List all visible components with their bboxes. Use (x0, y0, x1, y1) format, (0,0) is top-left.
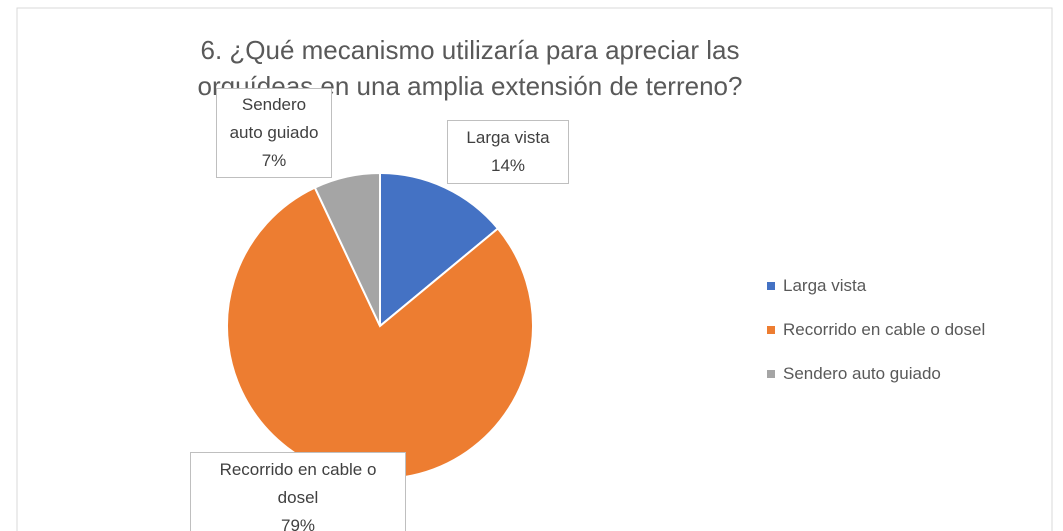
pie-slice (313, 171, 381, 327)
chart-border (16, 7, 1053, 531)
legend-item: Recorrido en cable o dosel (767, 320, 985, 340)
data-label-value: 7% (261, 151, 287, 170)
legend-item: Larga vista (767, 276, 866, 296)
data-label-category: Larga vista (466, 128, 550, 147)
data-label-category: Recorrido en cable o dosel (219, 460, 377, 507)
data-label: Sendero auto guiado 7% (216, 88, 332, 178)
legend-item: Sendero auto guiado (767, 364, 941, 384)
legend-label: Larga vista (783, 276, 867, 295)
pie-slice (379, 171, 500, 329)
data-label: Recorrido en cable o dosel 79% (190, 452, 406, 531)
data-label-value: 14% (490, 156, 526, 175)
legend-swatch (767, 370, 775, 378)
data-label-value: 79% (280, 516, 316, 531)
legend-label: Recorrido en cable o dosel (783, 320, 986, 339)
data-label: Larga vista 14% (447, 120, 569, 184)
legend-swatch (767, 326, 775, 334)
legend-label: Sendero auto guiado (783, 364, 941, 383)
legend-swatch (767, 282, 775, 290)
pie (226, 171, 534, 480)
data-label-category: Sendero auto guiado (229, 95, 319, 142)
